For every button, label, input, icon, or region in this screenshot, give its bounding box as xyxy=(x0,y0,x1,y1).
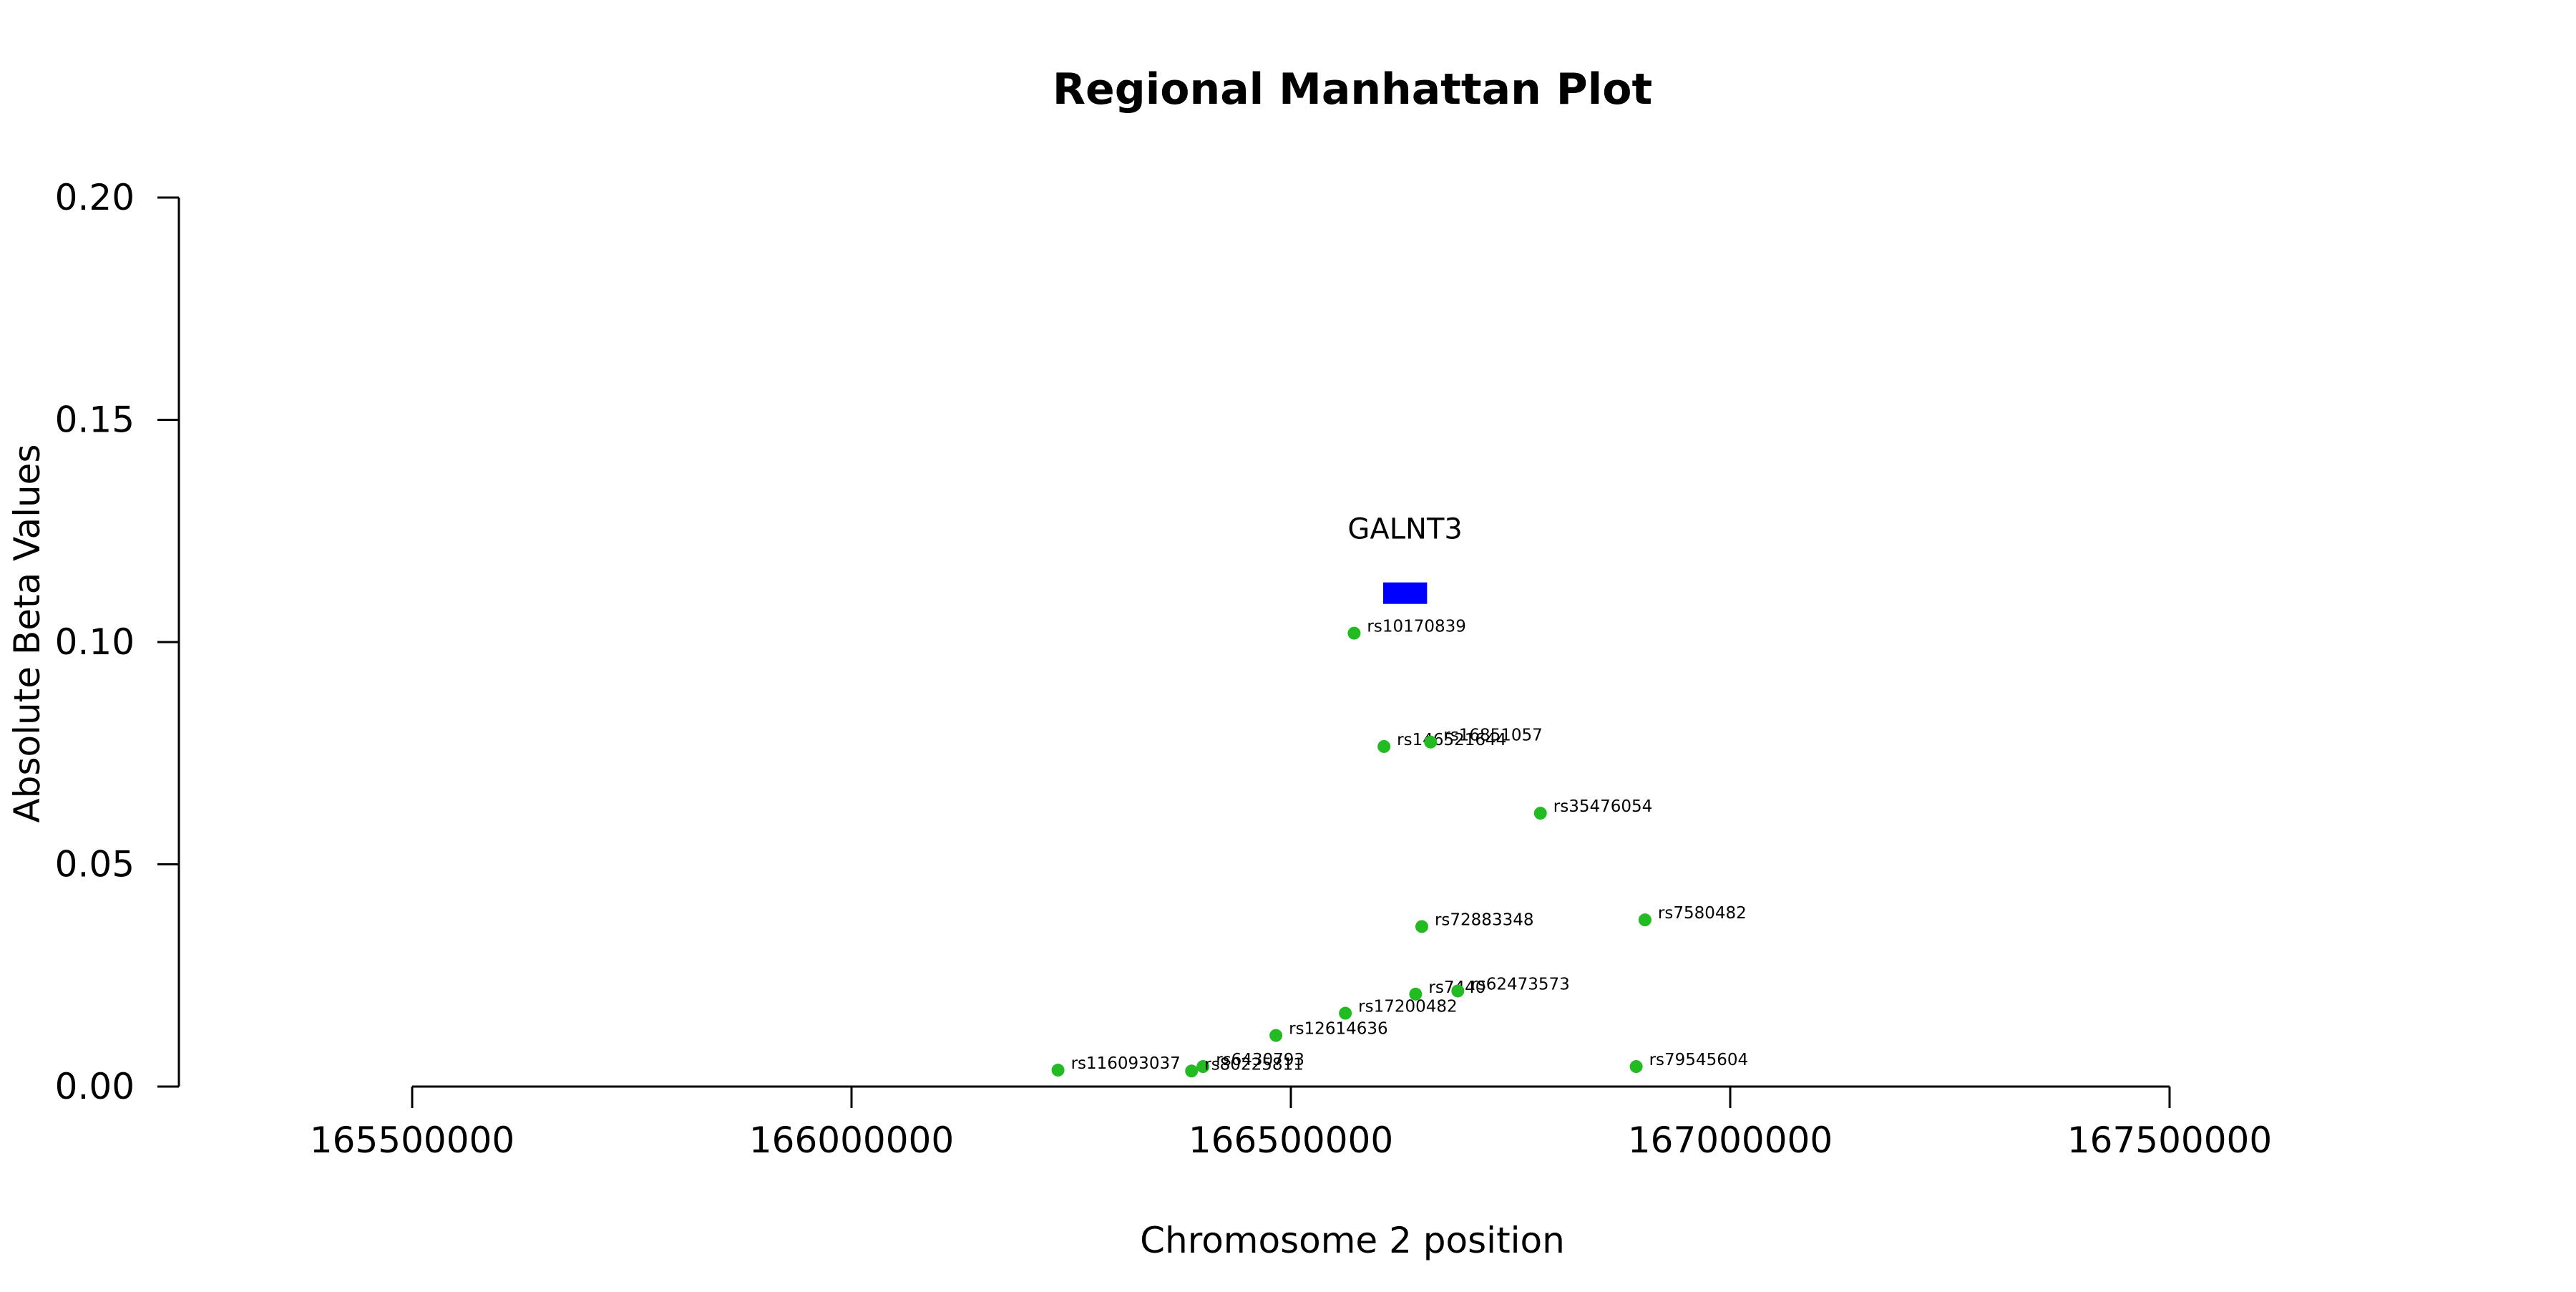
snp-label: rs146521644 xyxy=(1397,731,1506,749)
snp-label: rs6430793 xyxy=(1216,1051,1304,1069)
y-tick-label: 0.10 xyxy=(55,621,135,663)
snp-point xyxy=(1638,913,1652,927)
snp-point xyxy=(1415,920,1428,933)
gene-bar xyxy=(1382,582,1428,604)
snp-point xyxy=(1051,1064,1065,1077)
snp-point xyxy=(1339,1006,1352,1020)
y-tick-label: 0.05 xyxy=(55,844,135,885)
snp-label: rs7580482 xyxy=(1658,904,1747,923)
chart-title: Regional Manhattan Plot xyxy=(1053,64,1652,115)
y-tick-label: 0.20 xyxy=(55,177,135,218)
snp-label: rs17200482 xyxy=(1358,998,1458,1016)
x-tick-label: 165500000 xyxy=(310,1119,514,1161)
y-axis-title: Absolute Beta Values xyxy=(6,445,48,823)
snp-point xyxy=(1347,626,1361,640)
snp-point xyxy=(1533,807,1547,820)
gene-track: GALNT3 xyxy=(1347,513,1463,604)
gene-label: GALNT3 xyxy=(1347,513,1462,546)
snp-point xyxy=(1629,1060,1643,1074)
snp-label: rs35476054 xyxy=(1553,797,1653,816)
x-tick-label: 166000000 xyxy=(749,1119,954,1161)
snp-label: rs62473573 xyxy=(1470,975,1570,994)
x-tick-label: 167500000 xyxy=(2067,1119,2272,1161)
snp-label: rs16851057 xyxy=(1443,727,1543,745)
x-axis-title: Chromosome 2 position xyxy=(1140,1220,1565,1261)
y-tick-label: 0.00 xyxy=(55,1066,135,1107)
snp-point xyxy=(1269,1029,1283,1042)
snp-label: rs116093037 xyxy=(1071,1054,1181,1073)
snp-point xyxy=(1196,1060,1210,1074)
snp-label: rs80225811 xyxy=(1204,1055,1304,1074)
snp-label: rs72883348 xyxy=(1435,910,1534,929)
snp-label: rs12614636 xyxy=(1289,1020,1388,1039)
snp-label: rs10170839 xyxy=(1367,618,1466,636)
x-tick-label: 166500000 xyxy=(1189,1119,1393,1161)
snp-point xyxy=(1185,1064,1199,1078)
snp-label: rs79545604 xyxy=(1649,1051,1749,1069)
y-tick-label: 0.15 xyxy=(55,399,135,441)
x-tick-label: 167000000 xyxy=(1628,1119,1833,1161)
snp-point xyxy=(1451,984,1465,998)
snp-point xyxy=(1409,987,1423,1001)
snp-point xyxy=(1377,739,1391,753)
axes: 0.00 0.05 0.10 0.15 0.20 165500000 166000000 16… xyxy=(55,177,2272,1161)
snp-point xyxy=(1424,735,1438,749)
